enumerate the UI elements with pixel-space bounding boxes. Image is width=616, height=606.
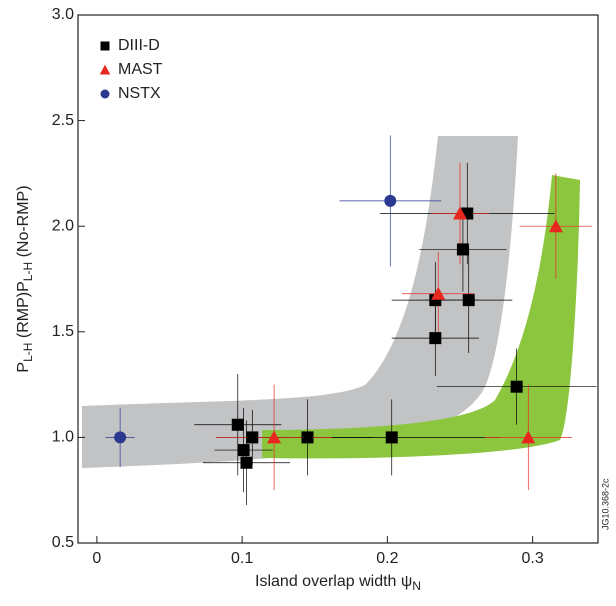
point <box>548 219 563 233</box>
y-axis-title: PL-H (RMP)PL-H (No-RMP) <box>15 185 35 372</box>
y-axis-title-text: (RMP)P <box>15 281 32 342</box>
point <box>114 431 127 444</box>
legend-label: MAST <box>118 61 163 78</box>
y-axis-title-text: (No-RMP) <box>15 185 32 261</box>
point <box>267 430 282 444</box>
y-tick-label: 1.5 <box>52 323 74 340</box>
x-tick-label: 0.1 <box>231 550 253 567</box>
gray-band <box>82 136 518 468</box>
plot-frame <box>77 14 599 544</box>
legend-marker <box>100 41 110 51</box>
y-axis-title-text: P <box>15 362 32 373</box>
y-axis-title-sub: L-H <box>21 343 35 362</box>
y-tick-label: 1.0 <box>52 429 74 446</box>
y-axis-title-sub: L-H <box>21 262 35 281</box>
point <box>384 194 397 207</box>
legend-marker <box>100 89 110 99</box>
x-axis-title: Island overlap width ψN <box>255 573 421 593</box>
x-tick-label: 0.3 <box>522 550 544 567</box>
x-tick-label: 0.2 <box>376 550 398 567</box>
point <box>453 206 468 220</box>
green-band <box>262 175 580 459</box>
y-tick-label: 2.5 <box>52 112 74 129</box>
x-axis-title-sub: N <box>412 579 421 593</box>
point <box>240 456 253 469</box>
legend-label: DIII-D <box>118 37 160 54</box>
point <box>237 444 250 457</box>
point <box>231 418 244 431</box>
point <box>246 431 259 444</box>
point <box>385 431 398 444</box>
point <box>431 286 446 300</box>
point <box>521 430 536 444</box>
legend-marker <box>99 64 111 75</box>
y-tick-label: 0.5 <box>52 534 74 551</box>
side-label: JG10.368-2c <box>600 478 610 530</box>
x-tick-label: 0 <box>92 550 101 567</box>
point <box>301 431 314 444</box>
point <box>510 380 523 393</box>
point <box>462 294 475 307</box>
point <box>429 332 442 345</box>
legend-label: NSTX <box>118 85 161 102</box>
point <box>456 243 469 256</box>
y-tick-label: 3.0 <box>52 6 74 23</box>
x-axis-title-text: Island overlap width ψ <box>255 573 412 590</box>
y-tick-label: 2.0 <box>52 217 74 234</box>
